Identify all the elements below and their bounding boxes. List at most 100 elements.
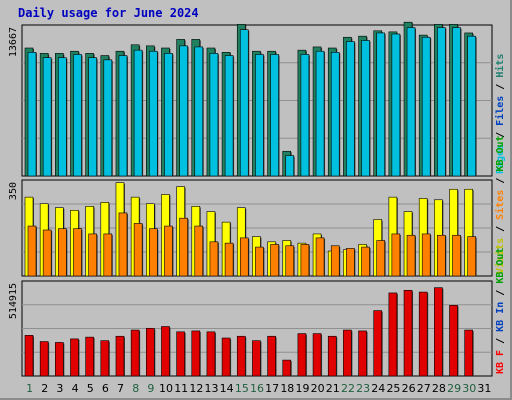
bar-files-day-6 — [103, 59, 113, 177]
bar-sites-day-2 — [42, 229, 52, 277]
bar-sites-day-1 — [27, 225, 37, 277]
bar-sites-day-24 — [376, 240, 386, 277]
legend-entry: KB F — [495, 350, 506, 374]
bar-sites-day-16 — [255, 246, 264, 277]
day-label-31: 31 — [477, 382, 491, 395]
bar-sites-day-17 — [270, 244, 279, 277]
bar-sites-day-3 — [58, 228, 67, 277]
day-label-22: 22 — [341, 382, 355, 395]
bar-sites-day-30 — [467, 236, 476, 277]
bar-sites-day-26 — [406, 234, 416, 277]
bar-files-day-18 — [285, 155, 295, 177]
bar-kb-f-day-6 — [100, 340, 110, 377]
bar-sites-day-6 — [103, 233, 113, 277]
bar-files-day-29 — [452, 27, 461, 177]
day-label-9: 9 — [147, 382, 154, 395]
legend-entry: / — [495, 284, 506, 302]
bar-kb-f-day-14 — [221, 337, 231, 377]
bar-kb-f-day-13 — [206, 331, 216, 377]
bar-files-day-7 — [118, 55, 128, 177]
bar-kb-f-day-18 — [282, 359, 292, 377]
bar-sites-day-20 — [315, 237, 325, 277]
legend-entry: KB Out — [495, 136, 506, 172]
bar-sites-day-8 — [133, 223, 143, 277]
bar-kb-f-day-12 — [191, 330, 201, 377]
bar-kb-f-day-21 — [327, 335, 337, 377]
bar-sites-day-29 — [452, 234, 461, 277]
legend-entry: Hits — [494, 54, 506, 78]
bar-files-day-26 — [406, 27, 416, 177]
day-label-8: 8 — [132, 382, 139, 395]
day-label-3: 3 — [56, 382, 63, 395]
day-label-28: 28 — [432, 382, 446, 395]
day-label-16: 16 — [250, 382, 264, 395]
bar-kb-f-day-28 — [434, 287, 443, 377]
bar-files-day-25 — [391, 33, 401, 177]
day-label-30: 30 — [462, 382, 476, 395]
day-label-15: 15 — [235, 382, 249, 395]
day-label-11: 11 — [174, 382, 188, 395]
bar-kb-f-day-7 — [115, 335, 125, 377]
bar-files-day-20 — [315, 50, 325, 177]
bar-files-day-9 — [148, 50, 158, 177]
bar-kb-f-day-9 — [145, 327, 155, 377]
bar-sites-day-15 — [239, 237, 249, 277]
bar-sites-day-4 — [73, 228, 82, 277]
bar-files-day-1 — [27, 52, 37, 177]
bar-sites-day-23 — [361, 246, 370, 277]
bar-kb-f-day-15 — [236, 335, 246, 377]
bar-kb-f-day-11 — [176, 331, 185, 377]
day-label-7: 7 — [117, 382, 124, 395]
bar-kb-f-day-4 — [70, 338, 79, 377]
day-label-13: 13 — [205, 382, 219, 395]
bar-kb-f-day-1 — [24, 335, 34, 377]
day-label-2: 2 — [41, 382, 48, 395]
bar-kb-f-day-25 — [388, 292, 398, 377]
bar-sites-day-19 — [300, 244, 310, 277]
legend-entry: KB In — [495, 302, 506, 332]
bar-sites-day-22 — [346, 248, 355, 277]
bar-files-day-5 — [88, 57, 97, 177]
y-max-label: 514915 — [8, 283, 19, 319]
bar-files-day-28 — [437, 27, 446, 177]
bar-files-day-10 — [164, 53, 173, 177]
bar-kb-f-day-24 — [373, 310, 383, 377]
bar-kb-f-day-20 — [312, 333, 322, 377]
bar-files-day-19 — [300, 54, 310, 177]
bar-kb-f-day-10 — [161, 326, 170, 377]
day-label-1: 1 — [26, 382, 33, 395]
bar-files-day-23 — [361, 40, 370, 177]
day-label-18: 18 — [280, 382, 294, 395]
day-label-17: 17 — [265, 382, 279, 395]
bar-kb-f-day-22 — [343, 329, 352, 377]
day-label-12: 12 — [189, 382, 203, 395]
bar-sites-day-10 — [164, 225, 173, 277]
bar-kb-f-day-2 — [39, 341, 49, 377]
bar-sites-day-14 — [224, 242, 234, 277]
day-label-6: 6 — [102, 382, 109, 395]
legend-entry: KB Out — [495, 248, 506, 284]
day-label-20: 20 — [311, 382, 325, 395]
bar-sites-day-11 — [179, 217, 188, 277]
day-label-5: 5 — [87, 382, 94, 395]
bar-files-day-22 — [346, 41, 355, 177]
bar-files-day-2 — [42, 57, 52, 177]
bar-files-day-21 — [330, 52, 340, 177]
day-label-14: 14 — [220, 382, 234, 395]
bar-files-day-30 — [467, 35, 476, 177]
bar-sites-day-7 — [118, 212, 128, 277]
day-label-24: 24 — [371, 382, 385, 395]
bar-sites-day-13 — [209, 241, 219, 277]
y-max-label: 350 — [8, 182, 19, 200]
bar-files-day-24 — [376, 32, 386, 177]
bar-files-day-14 — [224, 55, 234, 177]
legend-entry: / — [495, 172, 506, 190]
day-label-26: 26 — [402, 382, 416, 395]
day-label-10: 10 — [159, 382, 173, 395]
legend-middle: Visits / Sites / KB Out — [494, 136, 506, 274]
bar-kb-f-day-5 — [85, 336, 94, 377]
bar-files-day-8 — [133, 49, 143, 177]
bar-kb-f-day-17 — [267, 335, 276, 377]
bar-sites-day-5 — [88, 233, 97, 277]
